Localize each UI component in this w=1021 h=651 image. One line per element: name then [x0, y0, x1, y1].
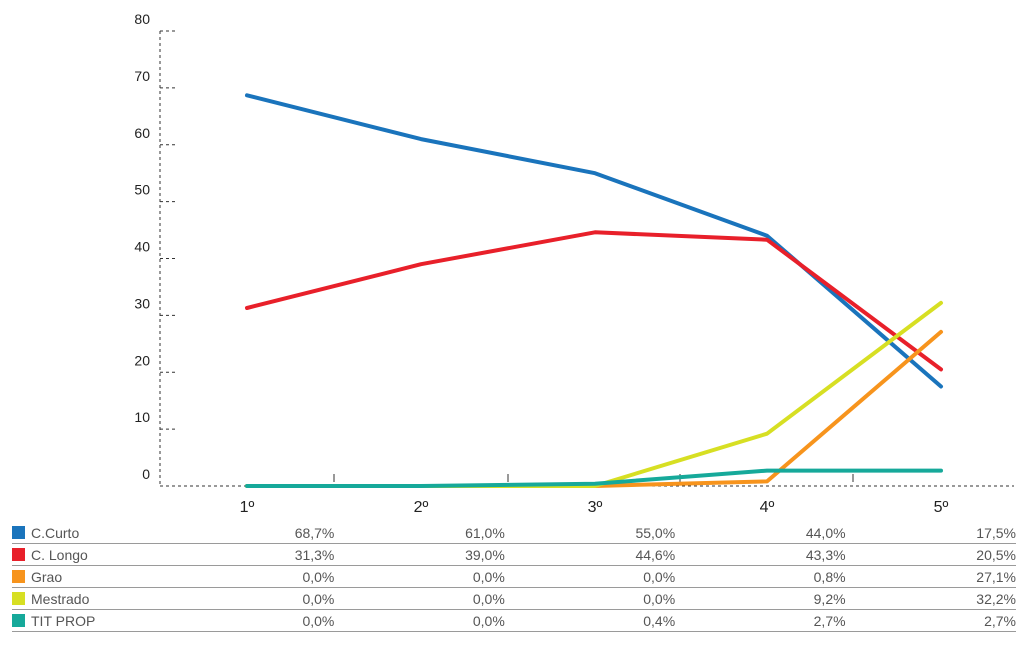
y-tick-label: 60 — [134, 125, 150, 141]
x-tick-label: 1º — [240, 499, 255, 516]
y-tick-label: 50 — [134, 182, 150, 198]
data-label: 31,3% — [164, 543, 335, 566]
x-tick-label: 2º — [414, 499, 429, 516]
legend-swatch — [12, 613, 25, 627]
y-tick-label: 0 — [142, 466, 150, 482]
data-label: 27,1% — [845, 565, 1016, 588]
legend-swatch — [12, 547, 25, 561]
data-label: 44,0% — [675, 522, 846, 544]
legend-swatch — [12, 591, 25, 605]
legend-label: C.Curto — [31, 524, 80, 541]
data-label: 55,0% — [504, 522, 676, 544]
data-label: 17,5% — [845, 522, 1016, 544]
data-label: 43,3% — [675, 543, 846, 566]
data-label: 0,0% — [164, 609, 335, 632]
data-label: 0,0% — [164, 565, 335, 588]
series-line-tit-prop — [245, 468, 943, 488]
data-label: 0,0% — [504, 565, 676, 588]
series-line-c-curto — [245, 93, 943, 389]
data-table: C.Curto 68,7% 61,0% 55,0% 44,0% 17,5% C. Longo… — [12, 522, 1016, 632]
legend-entry: C.Curto — [12, 522, 164, 544]
data-label: 0,0% — [334, 609, 505, 632]
data-label: 44,6% — [504, 543, 676, 566]
x-tick-label: 5º — [934, 499, 949, 516]
legend-entry: Mestrado — [12, 587, 164, 610]
data-label: 2,7% — [675, 609, 846, 632]
data-label: 0,0% — [504, 587, 676, 610]
chart-axes — [159, 31, 1014, 487]
line-chart: 0 10 20 30 40 50 60 70 80 1º 2º 3º 4º 5º — [134, 11, 1014, 516]
y-axis-ticks: 0 10 20 30 40 50 60 70 80 — [134, 11, 176, 487]
legend-label: Mestrado — [31, 590, 90, 607]
data-label: 0,0% — [334, 587, 505, 610]
series-line-c-longo — [245, 230, 943, 372]
legend-entry: C. Longo — [12, 543, 164, 566]
legend-entry: TIT PROP — [12, 609, 164, 632]
legend-swatch — [12, 569, 25, 583]
data-label: 39,0% — [334, 543, 505, 566]
series-line-mestrado — [245, 300, 943, 488]
y-tick-label: 30 — [134, 295, 150, 311]
table-row: C. Longo 31,3% 39,0% 44,6% 43,3% 20,5% — [12, 543, 1016, 566]
data-label: 0,0% — [334, 565, 505, 588]
x-tick-label: 3º — [588, 499, 603, 516]
y-tick-label: 10 — [134, 409, 150, 425]
data-label: 0,4% — [504, 609, 676, 632]
table-row: C.Curto 68,7% 61,0% 55,0% 44,0% 17,5% — [12, 522, 1016, 544]
data-label: 9,2% — [675, 587, 846, 610]
series-line-grao — [245, 329, 943, 488]
data-label: 32,2% — [845, 587, 1016, 610]
x-axis-ticks: 1º 2º 3º 4º 5º — [240, 474, 949, 516]
data-label: 61,0% — [334, 522, 505, 544]
y-tick-label: 40 — [134, 239, 150, 255]
legend-label: C. Longo — [31, 546, 88, 563]
y-tick-label: 20 — [134, 352, 150, 368]
table-row: TIT PROP 0,0% 0,0% 0,4% 2,7% 2,7% — [12, 609, 1016, 632]
data-label: 20,5% — [845, 543, 1016, 566]
legend-label: Grao — [31, 568, 63, 585]
legend-swatch — [12, 525, 25, 539]
y-tick-label: 80 — [134, 11, 150, 27]
table-row: Grao 0,0% 0,0% 0,0% 0,8% 27,1% — [12, 565, 1016, 588]
legend-entry: Grao — [12, 565, 164, 588]
data-label: 0,0% — [164, 587, 335, 610]
legend-label: TIT PROP — [31, 612, 96, 629]
data-label: 2,7% — [845, 609, 1016, 632]
data-label: 0,8% — [675, 565, 846, 588]
y-tick-label: 70 — [134, 68, 150, 84]
series-lines — [245, 93, 943, 488]
data-label: 68,7% — [164, 522, 335, 544]
x-tick-label: 4º — [760, 499, 775, 516]
table-row: Mestrado 0,0% 0,0% 0,0% 9,2% 32,2% — [12, 587, 1016, 610]
